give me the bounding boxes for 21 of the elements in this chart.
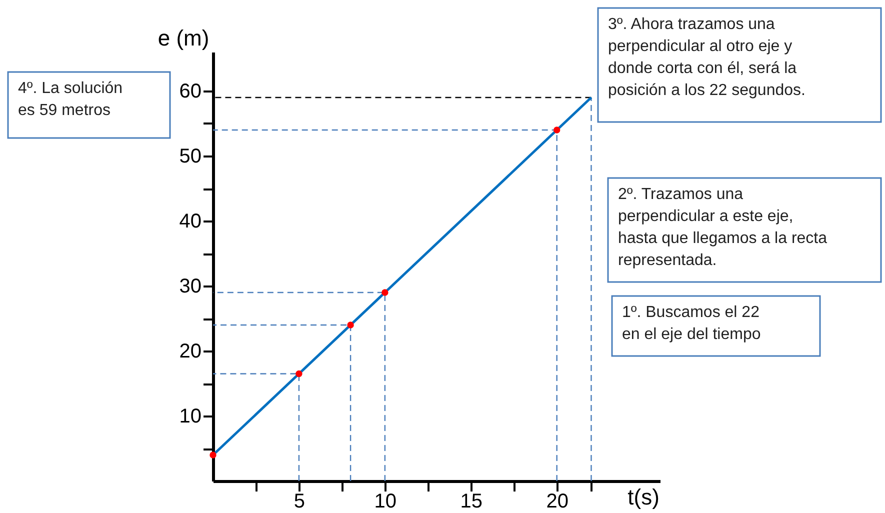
x-axis-title: t(s) bbox=[628, 484, 660, 510]
text: 4º. La solución es 59 metros bbox=[18, 80, 123, 119]
y-tick-label: 60 bbox=[179, 80, 202, 102]
point bbox=[296, 370, 302, 378]
y-tick-label: 30 bbox=[179, 276, 202, 298]
annotation: 1º. Buscamos el 22 en el eje del tiempo bbox=[622, 304, 761, 343]
point bbox=[347, 322, 354, 328]
point bbox=[382, 289, 388, 296]
x-tick-label: 10 bbox=[374, 490, 397, 512]
x-tick-label: 20 bbox=[546, 490, 568, 512]
y-tick-label: 20 bbox=[179, 340, 202, 362]
y-tick-label: 50 bbox=[179, 146, 202, 168]
point bbox=[553, 126, 560, 134]
y-tick-label: 10 bbox=[179, 406, 202, 428]
x-tick-label: 15 bbox=[460, 490, 483, 512]
annotation: 3º. Ahora trazamos una perpendicular al otro eje y donde corta con él, será la posición a los 22 segundos. bbox=[608, 16, 806, 99]
point bbox=[210, 452, 216, 458]
y-axis-title: e (m) bbox=[158, 26, 210, 50]
x-tick-label: 5 bbox=[294, 490, 306, 512]
annotation: 2º. Trazamos una perpendicular a este eje, hasta que llegamos a la recta representada. bbox=[618, 186, 828, 269]
y-tick-label: 40 bbox=[179, 210, 202, 232]
